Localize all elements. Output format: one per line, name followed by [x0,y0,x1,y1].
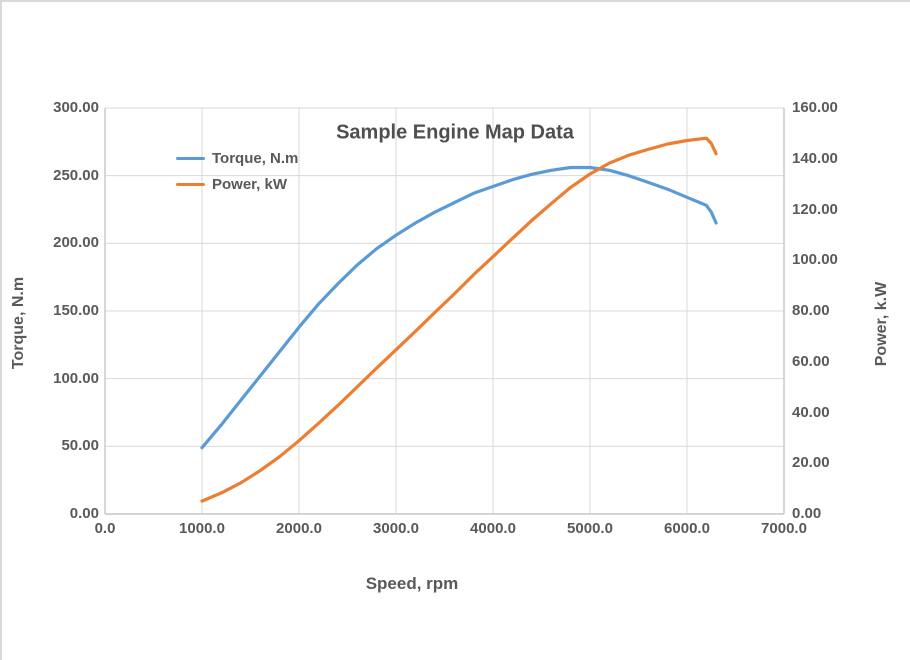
y-left-tick-label: 250.00 [53,166,99,184]
y-right-tick-label: 120.00 [792,200,838,218]
y-left-tick-label: 200.00 [53,234,99,252]
x-axis-tick-label: 6000.0 [664,520,710,537]
x-axis-tick-label: 2000.0 [276,520,322,537]
x-axis-tick-label: 5000.0 [567,520,613,537]
torque-line-swatch [176,157,205,160]
y-right-tick-label: 80.00 [792,302,830,319]
legend-entry-power[interactable]: Power, kW [176,176,298,193]
y-right-tick-label: 140.00 [792,149,838,167]
y-right-tick-label: 160.00 [792,99,838,116]
y-right-tick-label: 0.00 [792,505,822,522]
x-axis-tick-label: 3000.0 [373,520,419,537]
y-right-tick-label: 40.00 [792,403,830,421]
y-right-tick-label: 60.00 [792,352,830,370]
y-right-tick-label: 20.00 [792,454,830,472]
legend-label-torque: Torque, N.m [212,150,299,167]
y-left-tick-label: 150.00 [53,302,99,319]
y-left-tick-label: 0.00 [69,505,99,522]
torque-series-line[interactable] [200,165,718,450]
y-right-tick-label: 100.00 [792,251,838,269]
y-axis-title-right: Power, k.W [873,281,890,367]
y-left-tick-label: 300.00 [53,99,99,116]
legend-entry-torque[interactable]: Torque, N.m [176,150,298,167]
chart-title: Sample Engine Map Data [336,121,574,144]
power-series-line[interactable] [200,136,718,503]
y-left-tick-label: 50.00 [61,437,99,455]
legend-label-power: Power, kW [212,176,288,193]
x-axis-tick-label: 0.0 [94,520,116,537]
legend: Torque, N.m Power, kW [176,150,298,193]
y-axis-title-left: Torque, N.m [10,276,27,370]
power-line-swatch [176,183,205,186]
x-axis-tick-label: 7000.0 [761,520,807,537]
y-left-tick-label: 100.00 [53,369,99,387]
x-axis-tick-label: 1000.0 [179,520,225,537]
x-axis-tick-label: 4000.0 [470,520,516,537]
x-axis-title: Speed, rpm [365,574,459,593]
